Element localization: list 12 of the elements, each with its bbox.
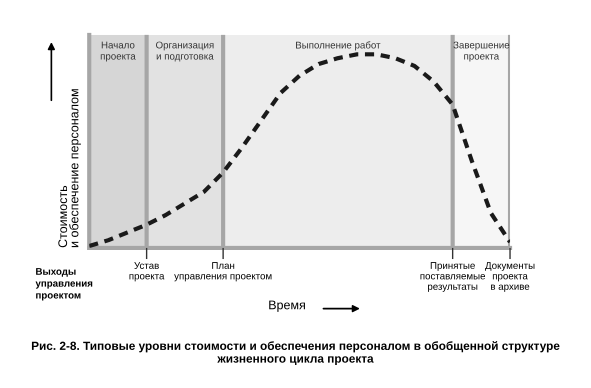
annotation: Завершение проекта: [453, 42, 510, 62]
x-tick-label: Документы проекта в архиве: [485, 262, 534, 292]
annotation: Начало проекта: [100, 42, 136, 62]
x-tick-label: План управления проектом: [174, 262, 272, 282]
text: Рис. 2-8. Типовые уровни стоимости и обеспечения персоналом в обобщенной структуре жизненного цикла проекта: [32, 341, 560, 366]
text: Выходы управления проектом: [36, 268, 92, 301]
x-tick-label: Устав проекта: [130, 262, 164, 282]
y-axis-title: Стоимость и обеспечение персоналом: [58, 89, 81, 248]
x-tick-label: Принятые поставляемые результаты: [420, 262, 486, 292]
x-axis-title: Время: [269, 300, 305, 312]
text: Выполнение работ: [296, 41, 380, 50]
annotation: Организация и подготовка: [156, 42, 214, 62]
